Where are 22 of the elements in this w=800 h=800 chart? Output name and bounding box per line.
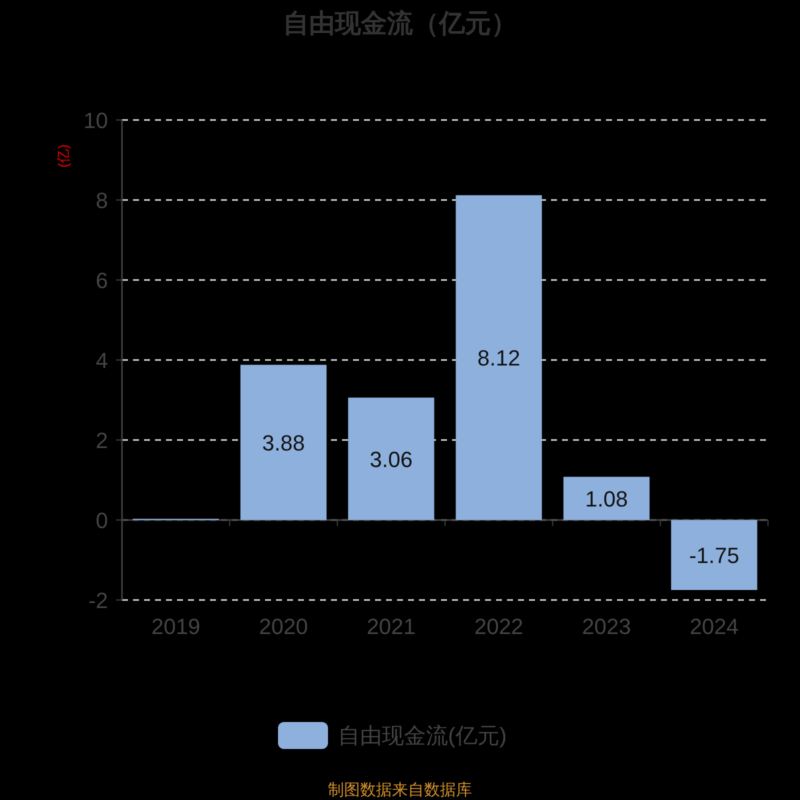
data-label: 1.08: [585, 486, 628, 512]
ytick: 6: [96, 268, 108, 293]
xtick: 2019: [151, 614, 200, 639]
annotation: 制图数据来自数据库: [328, 782, 472, 799]
ytick: -2: [88, 588, 108, 613]
ytick: 10: [84, 108, 108, 133]
xtick: 2024: [690, 614, 739, 639]
ytick: 8: [96, 188, 108, 213]
ytick: 0: [96, 508, 108, 533]
legend: 自由现金流(亿元): [278, 722, 507, 749]
xtick: 2022: [474, 614, 524, 639]
data-label: -1.75: [689, 543, 740, 568]
xtick: 2021: [366, 614, 416, 639]
ytick: 2: [96, 428, 108, 453]
legend-label: 自由现金流(亿元): [338, 723, 507, 748]
ylabel: (亿): [55, 144, 71, 168]
xtick: 2023: [582, 614, 631, 639]
data-label: 3.06: [370, 446, 413, 472]
ytick: 4: [96, 348, 108, 373]
xtick: 2020: [259, 614, 308, 639]
data-label: 8.12: [477, 346, 520, 371]
data-label: 3.88: [262, 430, 305, 456]
